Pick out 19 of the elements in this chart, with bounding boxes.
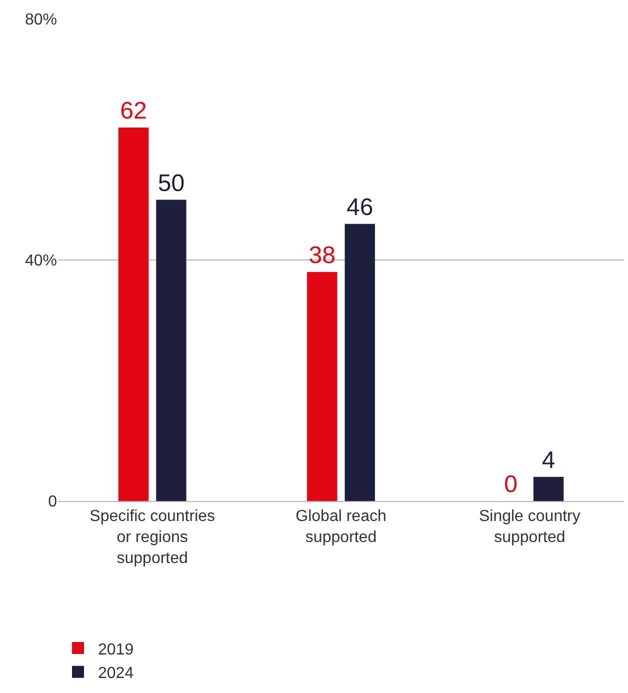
bar — [344, 224, 375, 501]
y-tick-label: 0 — [48, 494, 58, 511]
x-tick-label: Global reach supported — [296, 508, 386, 546]
legend-label: 2024 — [98, 665, 134, 682]
y-tick-label: 80% — [24, 12, 57, 29]
data-label: 0 — [504, 471, 518, 498]
data-label: 50 — [158, 170, 185, 197]
x-tick-label: Single country supported — [478, 508, 580, 546]
bar — [118, 127, 149, 501]
data-label: 46 — [346, 194, 374, 221]
legend-label: 2019 — [98, 641, 134, 658]
bar — [307, 272, 338, 501]
y-tick-label: 40% — [24, 252, 57, 270]
data-label: 62 — [120, 97, 147, 124]
bar — [156, 200, 186, 501]
data-label: 4 — [542, 446, 556, 474]
bar — [533, 476, 564, 501]
x-tick-label: Specific countries or regions supported — [90, 508, 216, 567]
data-label: 38 — [308, 242, 336, 270]
